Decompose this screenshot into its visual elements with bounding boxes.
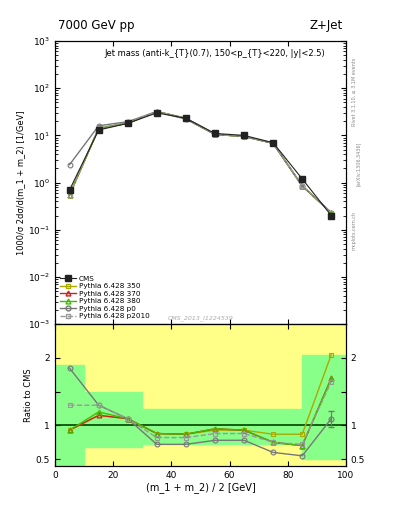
Y-axis label: 1000/σ 2dσ/d(m_1 + m_2) [1/GeV]: 1000/σ 2dσ/d(m_1 + m_2) [1/GeV] [16, 110, 25, 255]
Text: Rivet 3.1.10, ≥ 3.1M events: Rivet 3.1.10, ≥ 3.1M events [352, 58, 357, 126]
Y-axis label: Ratio to CMS: Ratio to CMS [24, 368, 33, 422]
X-axis label: (m_1 + m_2) / 2 [GeV]: (m_1 + m_2) / 2 [GeV] [145, 482, 255, 494]
Legend: CMS, Pythia 6.428 350, Pythia 6.428 370, Pythia 6.428 380, Pythia 6.428 p0, Pyth: CMS, Pythia 6.428 350, Pythia 6.428 370,… [59, 274, 151, 321]
Text: 7000 GeV pp: 7000 GeV pp [58, 19, 134, 32]
Text: mcplots.cern.ch: mcplots.cern.ch [352, 211, 357, 250]
Text: Jet mass (anti-k_{T}(0.7), 150<p_{T}<220, |y|<2.5): Jet mass (anti-k_{T}(0.7), 150<p_{T}<220… [105, 50, 325, 58]
Text: [arXiv:1306.3436]: [arXiv:1306.3436] [356, 142, 361, 186]
Text: CMS_2013_I1224539: CMS_2013_I1224539 [167, 316, 233, 322]
Text: Z+Jet: Z+Jet [310, 19, 343, 32]
